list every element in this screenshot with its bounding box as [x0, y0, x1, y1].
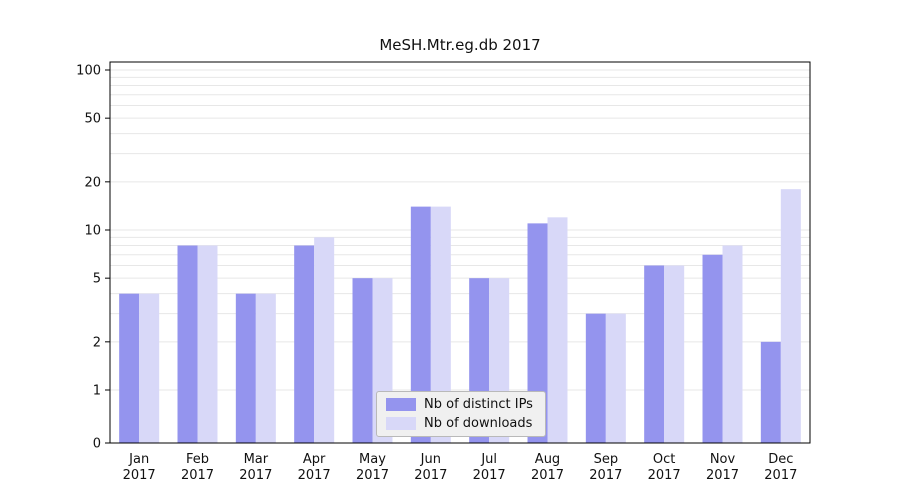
x-tick-label: Oct 2017	[648, 452, 681, 483]
bar-distinct-ips-nov	[702, 254, 723, 443]
x-tick-label: Dec 2017	[764, 452, 797, 483]
bar-downloads-nov	[722, 245, 743, 443]
bar-downloads-sep	[605, 313, 626, 443]
legend: Nb of distinct IPs Nb of downloads	[376, 391, 546, 437]
legend-label-downloads: Nb of downloads	[424, 416, 533, 431]
y-tick-label: 2	[93, 335, 101, 350]
x-tick-label: May 2017	[356, 452, 389, 483]
y-tick-label: 100	[76, 64, 101, 79]
bar-downloads-mar	[255, 293, 276, 443]
bar-downloads-jan	[139, 293, 160, 443]
bar-distinct-ips-jun	[410, 206, 431, 443]
y-tick-label: 0	[93, 437, 101, 452]
bar-downloads-feb	[197, 245, 218, 443]
bar-distinct-ips-mar	[235, 293, 256, 443]
bar-distinct-ips-feb	[177, 245, 198, 443]
legend-label-distinct-ips: Nb of distinct IPs	[424, 397, 533, 412]
y-tick-label: 1	[93, 384, 101, 399]
x-tick-label: Jun 2017	[414, 452, 447, 483]
legend-item-downloads: Nb of downloads	[386, 416, 535, 431]
bar-distinct-ips-aug	[527, 223, 548, 443]
bar-downloads-aug	[547, 217, 568, 443]
y-tick-label: 20	[84, 175, 101, 190]
x-tick-label: Jan 2017	[123, 452, 156, 483]
plot-border	[109, 61, 811, 444]
x-tick-label: Apr 2017	[298, 452, 331, 483]
x-tick-label: Aug 2017	[531, 452, 564, 483]
x-tick-label: Mar 2017	[239, 452, 272, 483]
y-tick-label: 10	[84, 224, 101, 239]
y-tick-label: 5	[93, 272, 101, 287]
bar-distinct-ips-may	[352, 278, 373, 443]
bar-downloads-apr	[314, 237, 335, 443]
bar-downloads-jun	[430, 206, 451, 443]
x-tick-label: Nov 2017	[706, 452, 739, 483]
bar-distinct-ips-apr	[294, 245, 315, 443]
y-tick-label: 50	[84, 112, 101, 127]
chart-title: MeSH.Mtr.eg.db 2017	[379, 36, 541, 54]
bar-downloads-oct	[664, 265, 685, 443]
x-tick-label: Sep 2017	[589, 452, 622, 483]
legend-swatch-distinct-ips	[386, 398, 416, 411]
legend-swatch-downloads	[386, 417, 416, 430]
bar-downloads-dec	[780, 189, 801, 443]
x-tick-label: Jul 2017	[473, 452, 506, 483]
bar-distinct-ips-sep	[585, 313, 606, 443]
bar-distinct-ips-oct	[644, 265, 665, 443]
bar-distinct-ips-jan	[119, 293, 140, 443]
x-tick-label: Feb 2017	[181, 452, 214, 483]
bar-distinct-ips-dec	[760, 341, 781, 443]
legend-item-distinct-ips: Nb of distinct IPs	[386, 397, 535, 412]
